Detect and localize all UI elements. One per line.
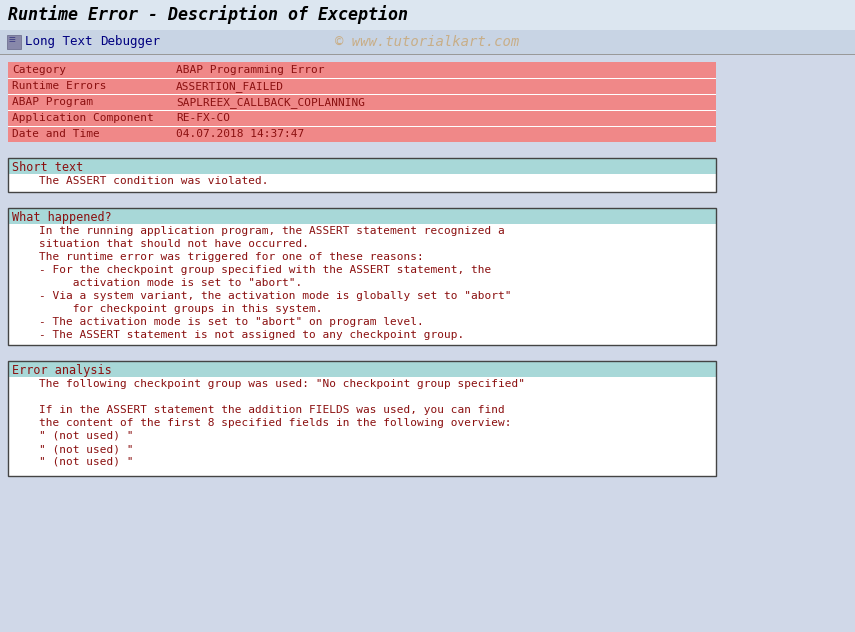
Text: - Via a system variant, the activation mode is globally set to "abort": - Via a system variant, the activation m… <box>12 291 511 301</box>
Text: The runtime error was triggered for one of these reasons:: The runtime error was triggered for one … <box>12 252 424 262</box>
Bar <box>8 94 716 110</box>
Text: situation that should not have occurred.: situation that should not have occurred. <box>12 239 309 249</box>
Text: Runtime Error - Description of Exception: Runtime Error - Description of Exception <box>8 5 408 24</box>
Text: ≡: ≡ <box>8 35 15 45</box>
Bar <box>8 361 716 476</box>
Text: In the running application program, the ASSERT statement recognized a: In the running application program, the … <box>12 226 504 236</box>
Bar <box>8 158 716 192</box>
Text: " (not used) ": " (not used) " <box>12 444 133 454</box>
Bar <box>0 54 855 55</box>
Bar <box>7 35 21 49</box>
Text: for checkpoint groups in this system.: for checkpoint groups in this system. <box>12 304 322 314</box>
Text: Short text: Short text <box>12 161 83 174</box>
Text: Application Component: Application Component <box>12 113 154 123</box>
Text: - The ASSERT statement is not assigned to any checkpoint group.: - The ASSERT statement is not assigned t… <box>12 330 464 340</box>
Text: Category: Category <box>12 65 66 75</box>
Text: © www.tutorialkart.com: © www.tutorialkart.com <box>335 35 519 49</box>
Text: activation mode is set to "abort".: activation mode is set to "abort". <box>12 278 303 288</box>
Bar <box>8 361 716 377</box>
Text: - For the checkpoint group specified with the ASSERT statement, the: - For the checkpoint group specified wit… <box>12 265 492 275</box>
Bar <box>8 224 716 345</box>
Text: Runtime Errors: Runtime Errors <box>12 81 107 91</box>
Bar <box>8 62 716 78</box>
Text: - The activation mode is set to "abort" on program level.: - The activation mode is set to "abort" … <box>12 317 424 327</box>
Bar <box>8 126 716 127</box>
Text: " (not used) ": " (not used) " <box>12 431 133 441</box>
Text: Date and Time: Date and Time <box>12 129 100 139</box>
Bar <box>8 174 716 192</box>
Bar <box>8 110 716 126</box>
Bar <box>0 30 855 54</box>
Bar <box>8 208 716 224</box>
Bar <box>0 0 855 30</box>
Bar <box>8 377 716 476</box>
Text: Debugger: Debugger <box>100 35 160 48</box>
Text: SAPLREEX_CALLBACK_COPLANNING: SAPLREEX_CALLBACK_COPLANNING <box>176 97 365 108</box>
Bar <box>8 78 716 79</box>
Text: What happened?: What happened? <box>12 211 112 224</box>
Text: The ASSERT condition was violated.: The ASSERT condition was violated. <box>12 176 268 186</box>
Text: Long Text: Long Text <box>25 35 92 48</box>
Bar <box>8 110 716 111</box>
Text: ASSERTION_FAILED: ASSERTION_FAILED <box>176 81 284 92</box>
Bar <box>8 94 716 95</box>
Text: RE-FX-CO: RE-FX-CO <box>176 113 230 123</box>
Text: The following checkpoint group was used: "No checkpoint group specified": The following checkpoint group was used:… <box>12 379 525 389</box>
Bar <box>8 158 716 174</box>
Text: 04.07.2018 14:37:47: 04.07.2018 14:37:47 <box>176 129 304 139</box>
Bar <box>8 78 716 94</box>
Text: If in the ASSERT statement the addition FIELDS was used, you can find: If in the ASSERT statement the addition … <box>12 405 504 415</box>
Text: ABAP Programming Error: ABAP Programming Error <box>176 65 325 75</box>
Text: the content of the first 8 specified fields in the following overview:: the content of the first 8 specified fie… <box>12 418 511 428</box>
Text: " (not used) ": " (not used) " <box>12 457 133 467</box>
Text: ABAP Program: ABAP Program <box>12 97 93 107</box>
Bar <box>8 208 716 345</box>
Bar <box>8 126 716 142</box>
Text: Error analysis: Error analysis <box>12 364 112 377</box>
